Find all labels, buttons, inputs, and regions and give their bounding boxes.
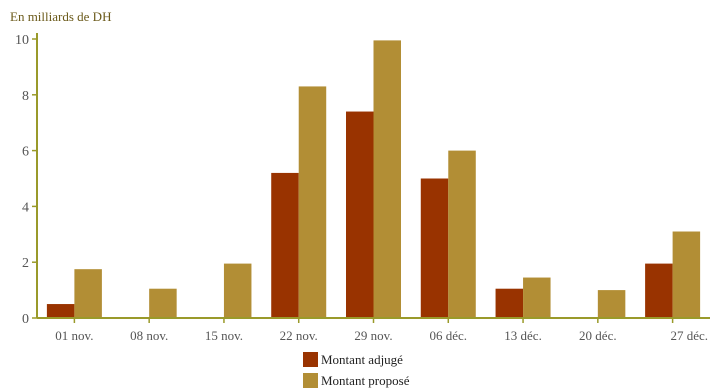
- bar-propose: [149, 288, 177, 318]
- y-tick-label: 4: [22, 200, 29, 215]
- bar-propose: [523, 277, 551, 318]
- bar-adjuge: [495, 288, 524, 318]
- bar-propose: [597, 290, 626, 318]
- x-tick-label: 01 nov.: [55, 328, 93, 343]
- bar-adjuge: [271, 172, 299, 318]
- x-tick-label: 08 nov.: [130, 328, 168, 343]
- legend-label-propose: Montant proposé: [321, 373, 410, 388]
- x-tick-label: 29 nov.: [354, 328, 392, 343]
- legend-label-adjuge: Montant adjugé: [321, 352, 403, 367]
- y-ticks: 0 2 4 6 8 10: [15, 33, 37, 327]
- x-tick-label: 15 nov.: [205, 328, 243, 343]
- bar-propose: [373, 40, 401, 319]
- y-unit-label: En milliards de DH: [10, 9, 111, 24]
- x-tick-label: 20 déc.: [579, 328, 617, 343]
- x-tick-label: 13 déc.: [504, 328, 542, 343]
- x-tick-label: 06 déc.: [430, 328, 468, 343]
- y-tick-label: 0: [22, 312, 29, 327]
- x-tick-label: 22 nov.: [280, 328, 318, 343]
- bar-propose: [672, 231, 701, 318]
- bar-propose: [448, 150, 476, 318]
- x-ticks: 01 nov. 08 nov. 15 nov. 22 nov. 29 nov. 06 dé…: [55, 318, 708, 343]
- x-tick-label: 27 déc.: [670, 328, 708, 343]
- legend: Montant adjugé Montant proposé: [303, 352, 410, 388]
- bar-propose: [74, 269, 102, 318]
- legend-swatch-adjuge: [303, 352, 318, 367]
- bar-propose: [223, 263, 252, 318]
- bar-adjuge: [346, 111, 374, 318]
- y-tick-label: 6: [22, 145, 29, 160]
- y-tick-label: 10: [15, 33, 29, 48]
- y-tick-label: 8: [22, 89, 29, 104]
- legend-swatch-propose: [303, 373, 318, 388]
- bar-propose: [298, 86, 327, 319]
- bar-adjuge: [420, 178, 449, 318]
- bars-group: [46, 40, 701, 319]
- bar-adjuge: [645, 263, 673, 318]
- y-tick-label: 2: [22, 256, 29, 271]
- bar-adjuge: [46, 304, 75, 318]
